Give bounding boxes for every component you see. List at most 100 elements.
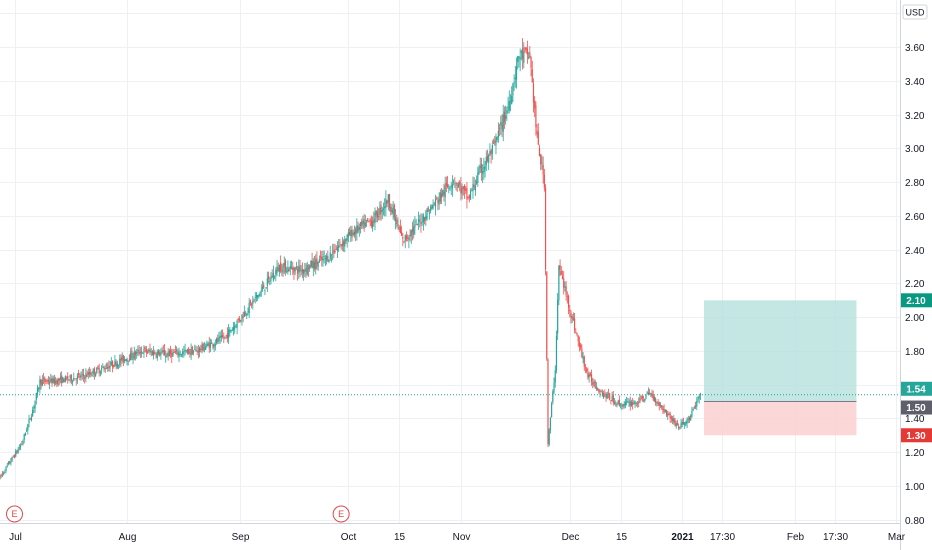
- candle-up: [371, 221, 374, 228]
- candle-up: [80, 375, 82, 378]
- candle-down: [75, 379, 77, 381]
- candle-down: [604, 394, 606, 395]
- candle-down: [292, 267, 294, 270]
- candle-down: [238, 318, 241, 321]
- candle-down: [217, 338, 219, 342]
- candle-up: [322, 258, 324, 262]
- candle-up: [315, 259, 317, 269]
- candle-down: [586, 368, 588, 372]
- candle-down: [433, 203, 435, 205]
- candle-up: [59, 377, 62, 380]
- candle-up: [19, 445, 22, 448]
- candle-up: [379, 207, 381, 216]
- candle-down: [437, 200, 439, 203]
- candle-up: [248, 302, 250, 313]
- candle-down: [223, 337, 225, 339]
- x-tick-label: 17:30: [823, 532, 848, 543]
- candle-down: [420, 221, 422, 225]
- candle-up: [34, 400, 36, 409]
- candle-up: [650, 393, 652, 395]
- candle-up: [69, 375, 71, 379]
- target-zone[interactable]: [704, 300, 857, 402]
- candle-up: [687, 418, 689, 420]
- candle-up: [195, 350, 197, 352]
- earnings-marker-circle[interactable]: [6, 505, 24, 523]
- candle-up: [232, 327, 235, 331]
- candle-down: [543, 174, 545, 188]
- candle-down: [411, 228, 414, 233]
- candle-up: [415, 221, 417, 223]
- time-axis[interactable]: Jul Aug Sep Oct 15 Nov Dec 15 2021 17:30 Feb 17:30 M…: [9, 532, 906, 543]
- candle-down: [531, 69, 533, 83]
- candle-down: [460, 185, 462, 193]
- candle-up: [471, 190, 473, 192]
- candle-down: [173, 351, 175, 353]
- candle-up: [52, 378, 54, 383]
- candle-down: [665, 409, 668, 416]
- candle-down: [128, 358, 131, 360]
- candle-down: [567, 295, 570, 308]
- candle-up: [264, 289, 266, 291]
- candle-down: [581, 348, 583, 358]
- candle-up: [234, 325, 236, 330]
- candle-up: [304, 269, 306, 272]
- candle-down: [530, 57, 532, 68]
- candle-up: [119, 358, 121, 366]
- candle-down: [540, 153, 542, 165]
- candle-up: [214, 343, 216, 346]
- candle-up: [553, 382, 555, 392]
- candle-up: [109, 365, 111, 368]
- candle-down: [351, 229, 353, 238]
- candle-down: [396, 219, 398, 225]
- candle-up: [451, 184, 454, 189]
- candle-down: [321, 256, 323, 261]
- stop-zone[interactable]: [704, 401, 857, 436]
- price-tag-current: [901, 381, 932, 396]
- candle-down: [61, 375, 63, 384]
- currency-button[interactable]: USD: [902, 4, 928, 20]
- candle-up: [673, 418, 675, 423]
- candle-up: [438, 198, 440, 205]
- candle-down: [636, 403, 639, 405]
- candle-up: [699, 393, 702, 396]
- candle-up: [306, 264, 308, 275]
- candle-up: [554, 369, 556, 383]
- candle-down: [335, 249, 337, 251]
- candle-up: [48, 382, 51, 384]
- x-tick-label: 15: [394, 532, 406, 543]
- candle-up: [183, 351, 185, 353]
- y-tick-label: 1.20: [905, 448, 925, 459]
- candle-down: [547, 359, 549, 444]
- candle-up: [356, 225, 358, 233]
- candle-up: [439, 192, 441, 202]
- candle-up: [27, 424, 29, 431]
- candle-down: [534, 100, 536, 109]
- candle-down: [0, 474, 2, 476]
- candle-up: [664, 409, 666, 412]
- candle-up: [686, 418, 688, 424]
- candle-down: [580, 344, 582, 349]
- candle-up: [500, 121, 502, 126]
- earnings-marker-circle[interactable]: [332, 505, 350, 523]
- candle-down: [577, 335, 579, 342]
- candle-down: [177, 351, 179, 355]
- candle-up: [192, 351, 195, 353]
- candle-up: [273, 275, 276, 277]
- position-tool[interactable]: [704, 300, 857, 436]
- candle-up: [582, 356, 584, 360]
- candle-down: [104, 368, 106, 370]
- candle-down: [288, 269, 290, 272]
- candle-up: [647, 392, 649, 395]
- candle-down: [13, 455, 16, 458]
- candle-down: [237, 318, 239, 320]
- candle-up: [491, 145, 493, 154]
- candle-up: [140, 351, 143, 353]
- candle-down: [525, 47, 527, 50]
- candle-up: [1, 473, 4, 475]
- candle-down: [212, 344, 214, 347]
- candle-up: [410, 230, 412, 237]
- candle-down: [307, 267, 310, 270]
- x-tick-label: Nov: [453, 532, 471, 543]
- candle-down: [576, 332, 578, 336]
